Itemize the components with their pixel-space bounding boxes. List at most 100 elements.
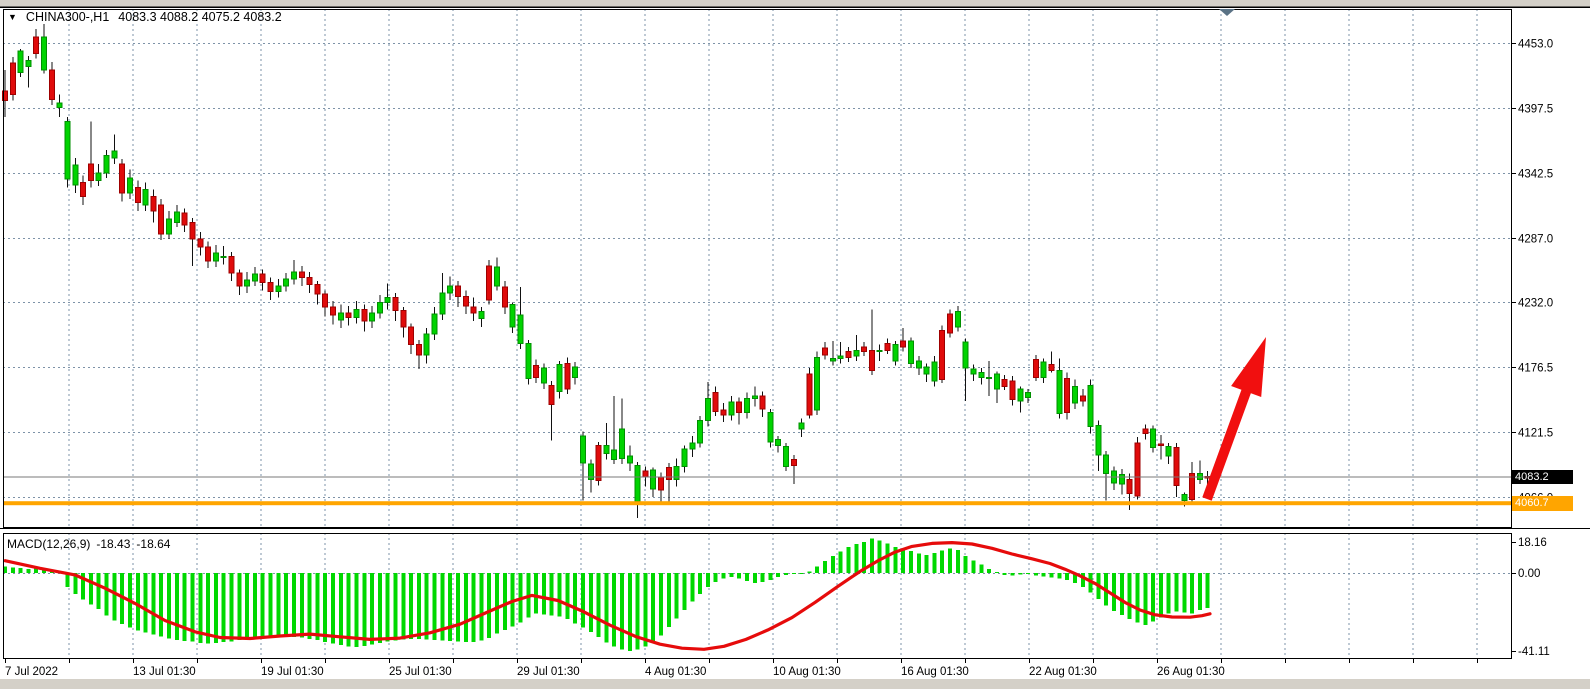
candle [798,418,805,438]
macd-bar [73,573,78,594]
candle [884,338,891,354]
horizontal-support-line[interactable] [3,501,1511,506]
candle [947,309,954,338]
macd-bar [1197,573,1202,611]
macd-bar [276,573,281,636]
macd-bar [784,573,788,575]
macd-bar [893,546,898,573]
macd-tick-label: 18.16 [1518,537,1547,549]
chart-shift-marker-icon[interactable] [1219,9,1235,16]
price-panel-surface[interactable] [3,9,1511,527]
candle [259,269,266,291]
candle [736,397,743,425]
symbol-dropdown-icon[interactable]: ▼ [8,12,17,22]
macd-bar [987,568,992,573]
macd-bar [1002,573,1007,575]
candle [205,241,212,269]
candle [1165,443,1172,465]
candle [220,245,227,265]
macd-bar [284,573,289,636]
macd-panel-surface[interactable] [3,533,1511,658]
candle [322,290,329,317]
candle [173,204,180,228]
macd-bar [416,573,421,640]
candle [189,217,196,266]
macd-bar [674,573,679,619]
candle [681,445,688,473]
macd-bar [432,573,437,641]
candle [1056,358,1063,419]
candle [673,458,680,487]
macd-bar [1018,573,1023,575]
macd-bar [401,573,406,640]
macd-bar [924,554,929,573]
candle [978,367,985,385]
candle [1150,425,1157,453]
macd-bar [213,573,218,643]
candle [1189,461,1196,503]
candle [486,260,493,305]
macd-bar [854,544,859,573]
macd-panel-border [3,533,1512,659]
macd-bar [385,573,390,642]
macd-bar [1057,573,1062,579]
macd-bar [744,573,749,581]
candle [845,346,852,363]
macd-bar [1151,573,1156,622]
candle [228,251,235,282]
macd-bar [182,573,187,641]
macd-bar [81,573,86,600]
macd-bar [573,573,578,624]
candle [1048,351,1055,373]
macd-bar [1026,573,1031,575]
macd-bar [393,573,398,641]
macd-bar [815,566,820,573]
panel-splitter[interactable] [3,527,1511,533]
candle [665,462,672,505]
macd-bar [291,573,296,637]
candle [337,304,344,329]
macd-bar [682,573,687,611]
macd-bar [268,573,273,636]
candle [1173,443,1180,497]
macd-bar [799,573,804,574]
time-tick-label: 10 Aug 01:30 [773,666,841,678]
price-tick-label: 4453.0 [1518,39,1553,51]
candle [853,335,860,361]
candle [306,271,313,293]
macd-bar [565,573,570,619]
macd-bar [838,551,843,573]
candle [494,257,501,291]
macd-bar [229,573,234,642]
candle [1103,451,1110,501]
macd-bar [96,573,101,610]
candle [650,467,657,497]
macd-bar [534,573,539,614]
candle [345,305,352,326]
macd-bar [737,573,742,579]
trend-arrow-annotation[interactable] [1202,337,1266,501]
time-scale-axis[interactable]: 7 Jul 2022 13 Jul 01:30 19 Jul 01:30 25 Jul… [5,658,1478,678]
candle [439,272,446,320]
candle [790,454,797,485]
time-tick-label: 13 Jul 01:30 [133,666,196,678]
candle [868,309,875,375]
macd-bar [901,549,906,573]
macd-bar [198,573,203,643]
candle [915,356,922,375]
candle [150,189,157,223]
candle [454,281,461,307]
macd-bar [151,573,156,635]
candle [447,276,454,300]
candle [267,277,274,300]
current-price-badge: 4083.2 [1512,470,1573,484]
candle [986,360,993,397]
candle [603,423,610,460]
macd-bar [10,567,15,573]
macd-bar [1119,573,1124,616]
candle [384,283,391,310]
macd-bar [612,573,617,647]
candle [1040,358,1047,384]
candle [1142,424,1149,440]
